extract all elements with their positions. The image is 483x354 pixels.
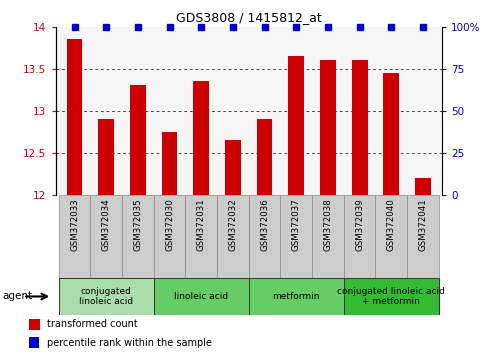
Bar — [249, 278, 344, 315]
Bar — [217, 195, 249, 278]
Bar — [281, 195, 312, 278]
Text: GSM372041: GSM372041 — [418, 198, 427, 251]
Bar — [185, 195, 217, 278]
Text: GSM372030: GSM372030 — [165, 198, 174, 251]
Bar — [162, 132, 177, 195]
Bar — [59, 195, 90, 278]
Bar — [256, 119, 272, 195]
Bar — [320, 60, 336, 195]
Text: conjugated linoleic acid
+ metformin: conjugated linoleic acid + metformin — [337, 287, 445, 306]
Text: GSM372039: GSM372039 — [355, 198, 364, 251]
Bar — [130, 85, 146, 195]
Text: GSM372035: GSM372035 — [133, 198, 142, 251]
Text: GSM372033: GSM372033 — [70, 198, 79, 251]
Text: GSM372031: GSM372031 — [197, 198, 206, 251]
Text: metformin: metformin — [272, 292, 320, 301]
Bar — [122, 195, 154, 278]
Text: agent: agent — [2, 291, 32, 302]
Text: GSM372040: GSM372040 — [387, 198, 396, 251]
Bar — [375, 195, 407, 278]
Bar — [344, 278, 439, 315]
Bar — [29, 319, 40, 330]
Text: GSM372032: GSM372032 — [228, 198, 238, 251]
Bar — [193, 81, 209, 195]
Bar — [225, 140, 241, 195]
Bar — [352, 60, 368, 195]
Bar — [154, 195, 185, 278]
Bar — [59, 278, 154, 315]
Bar — [407, 195, 439, 278]
Text: GSM372038: GSM372038 — [324, 198, 332, 251]
Text: transformed count: transformed count — [47, 319, 138, 330]
Bar — [384, 73, 399, 195]
Bar — [288, 56, 304, 195]
Bar — [249, 195, 281, 278]
Bar — [312, 195, 344, 278]
Bar — [90, 195, 122, 278]
Text: GSM372034: GSM372034 — [102, 198, 111, 251]
Title: GDS3808 / 1415812_at: GDS3808 / 1415812_at — [176, 11, 322, 24]
Bar — [154, 278, 249, 315]
Bar — [99, 119, 114, 195]
Text: GSM372036: GSM372036 — [260, 198, 269, 251]
Text: percentile rank within the sample: percentile rank within the sample — [47, 338, 212, 348]
Bar — [415, 178, 431, 195]
Text: GSM372037: GSM372037 — [292, 198, 301, 251]
Bar — [29, 337, 39, 348]
Text: conjugated
linoleic acid: conjugated linoleic acid — [79, 287, 133, 306]
Bar — [344, 195, 375, 278]
Text: linoleic acid: linoleic acid — [174, 292, 228, 301]
Bar — [67, 39, 83, 195]
